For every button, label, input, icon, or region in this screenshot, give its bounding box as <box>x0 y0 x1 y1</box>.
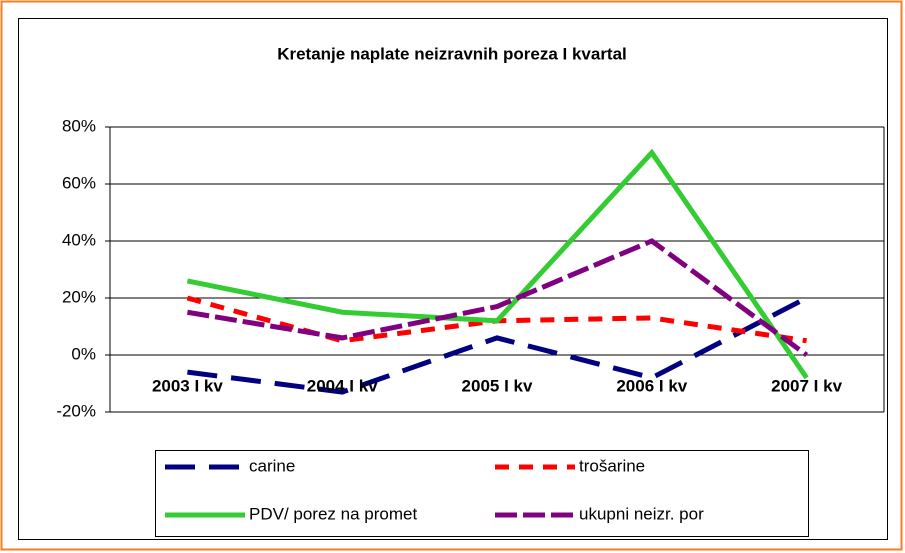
legend-box <box>155 450 809 537</box>
y-tick-label: 80% <box>62 116 96 135</box>
legend-label: ukupni neizr. por <box>579 504 704 523</box>
y-tick-label: 0% <box>71 344 96 363</box>
legend-label: PDV/ porez na promet <box>249 504 417 523</box>
x-tick-label: 2004 I kv <box>307 376 378 395</box>
series-line <box>186 148 809 380</box>
y-tick-label: -20% <box>56 401 96 420</box>
series-line <box>186 238 809 358</box>
legend-label: carine <box>249 456 295 475</box>
x-tick-label: 2006 I kv <box>616 376 687 395</box>
y-tick-label: 20% <box>62 287 96 306</box>
series-line <box>187 295 808 395</box>
x-tick-label: 2003 I kv <box>152 376 223 395</box>
chart-title: Kretanje naplate neizravnih poreza I kva… <box>277 44 627 63</box>
x-tick-label: 2007 I kv <box>771 376 842 395</box>
legend-label: trošarine <box>579 456 645 475</box>
y-tick-label: 60% <box>62 173 96 192</box>
y-tick-label: 40% <box>62 230 96 249</box>
x-tick-label: 2005 I kv <box>462 376 533 395</box>
